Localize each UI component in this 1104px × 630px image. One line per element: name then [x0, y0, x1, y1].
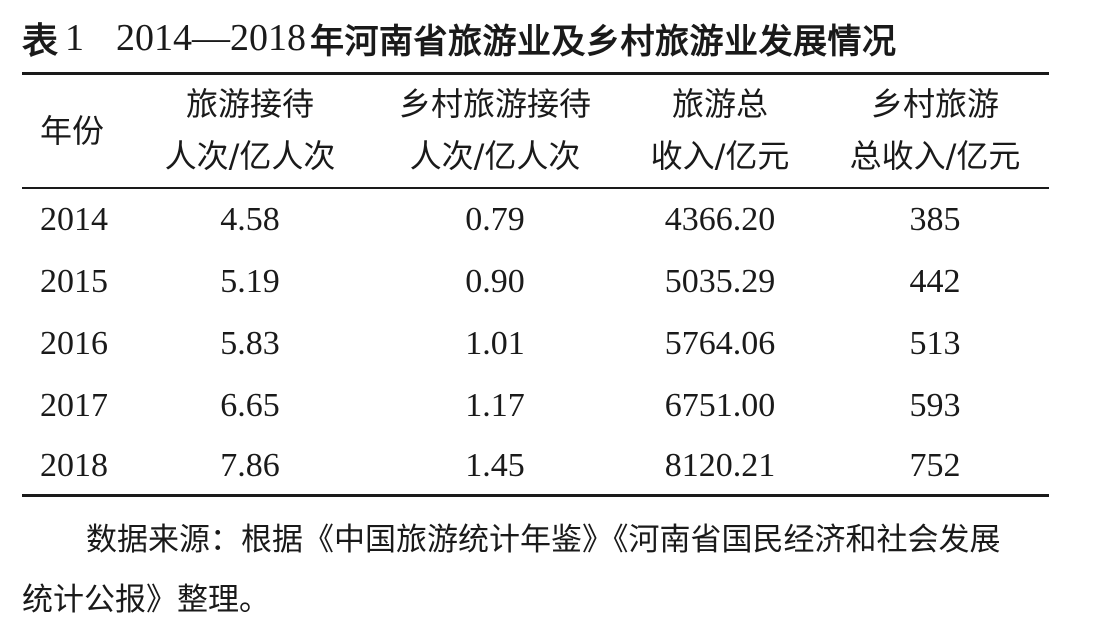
- header-revenue-line1: 旅游总: [671, 85, 768, 123]
- header-year-label: 年份: [40, 112, 105, 150]
- header-year: 年份: [40, 105, 130, 157]
- cell-rural-revenue: 593: [909, 387, 961, 424]
- source-note-line1: 数据来源：根据《中国旅游统计年鉴》《河南省国民经济和社会发展: [86, 522, 1001, 558]
- header-rural-visitors: 乡村旅游接待 人次/亿人次: [385, 78, 605, 182]
- table-row: 2017 6.65 1.17 6751.00 593: [0, 376, 1104, 436]
- cell-visitors: 6.65: [220, 387, 280, 424]
- cell-visitors: 7.86: [220, 447, 280, 484]
- cell-rural-visitors: 1.17: [465, 387, 525, 424]
- cell-year: 2017: [40, 387, 108, 424]
- header-visitors-line2: 人次/亿人次: [164, 137, 336, 175]
- cell-rural-revenue: 442: [909, 263, 961, 300]
- cell-year: 2015: [40, 263, 108, 300]
- table-title-text: 年河南省旅游业及乡村旅游业发展情况: [310, 21, 897, 62]
- table-row: 2014 4.58 0.79 4366.20 385: [0, 190, 1104, 250]
- table-title-years: 2014—2018: [116, 17, 307, 59]
- cell-revenue: 5035.29: [664, 263, 776, 300]
- table-row: 2015 5.19 0.90 5035.29 442: [0, 252, 1104, 312]
- cell-revenue: 6751.00: [664, 387, 776, 424]
- table-title-number: 1: [65, 17, 85, 59]
- cell-year: 2016: [40, 325, 108, 362]
- table-title: 表 1 2014—2018 年河南省旅游业及乡村旅游业发展情况: [22, 10, 1082, 66]
- cell-rural-revenue: 752: [909, 447, 961, 484]
- header-rural-visitors-line2: 人次/亿人次: [409, 137, 581, 175]
- cell-revenue: 8120.21: [664, 447, 776, 484]
- header-rural-revenue: 乡村旅游 总收入/亿元: [830, 78, 1040, 182]
- header-visitors: 旅游接待 人次/亿人次: [150, 78, 350, 182]
- cell-visitors: 5.83: [220, 325, 280, 362]
- cell-visitors: 5.19: [220, 263, 280, 300]
- table-row: 2016 5.83 1.01 5764.06 513: [0, 314, 1104, 374]
- cell-visitors: 4.58: [220, 201, 280, 238]
- table-header-rule: [22, 187, 1049, 189]
- cell-rural-revenue: 385: [909, 201, 961, 238]
- source-note: 数据来源：根据《中国旅游统计年鉴》《河南省国民经济和社会发展 统计公报》整理。: [22, 510, 1082, 630]
- header-revenue-line2: 收入/亿元: [650, 137, 790, 175]
- source-note-line2: 统计公报》整理。: [22, 582, 270, 618]
- cell-year: 2014: [40, 201, 108, 238]
- header-visitors-line1: 旅游接待: [185, 85, 314, 123]
- header-revenue: 旅游总 收入/亿元: [620, 78, 820, 182]
- header-rural-revenue-line1: 乡村旅游: [870, 85, 999, 123]
- cell-rural-visitors: 0.90: [465, 263, 525, 300]
- cell-revenue: 5764.06: [664, 325, 776, 362]
- cell-revenue: 4366.20: [664, 201, 776, 238]
- header-rural-revenue-line2: 总收入/亿元: [849, 137, 1021, 175]
- cell-rural-visitors: 0.79: [465, 201, 525, 238]
- cell-rural-visitors: 1.45: [465, 447, 525, 484]
- table-bottom-rule: [22, 494, 1049, 497]
- table-row: 2018 7.86 1.45 8120.21 752: [0, 436, 1104, 496]
- cell-year: 2018: [40, 447, 108, 484]
- table-top-rule: [22, 72, 1049, 75]
- cell-rural-revenue: 513: [909, 325, 961, 362]
- cell-rural-visitors: 1.01: [465, 325, 525, 362]
- header-rural-visitors-line1: 乡村旅游接待: [398, 85, 591, 123]
- table-title-label: 表: [22, 21, 60, 62]
